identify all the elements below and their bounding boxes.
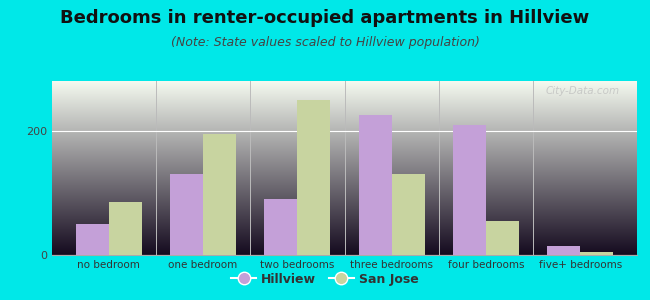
Bar <box>359 115 392 255</box>
Bar <box>75 224 109 255</box>
Text: (Note: State values scaled to Hillview population): (Note: State values scaled to Hillview p… <box>170 36 480 49</box>
Bar <box>109 202 142 255</box>
Bar <box>265 199 297 255</box>
Text: City-Data.com: City-Data.com <box>545 86 619 96</box>
Bar <box>203 134 236 255</box>
Bar <box>392 174 424 255</box>
Text: Bedrooms in renter-occupied apartments in Hillview: Bedrooms in renter-occupied apartments i… <box>60 9 590 27</box>
Bar <box>297 100 330 255</box>
Legend: Hillview, San Jose: Hillview, San Jose <box>226 268 424 291</box>
Bar <box>486 221 519 255</box>
Bar <box>547 246 580 255</box>
Bar <box>170 174 203 255</box>
Bar <box>453 124 486 255</box>
Bar <box>580 252 614 255</box>
